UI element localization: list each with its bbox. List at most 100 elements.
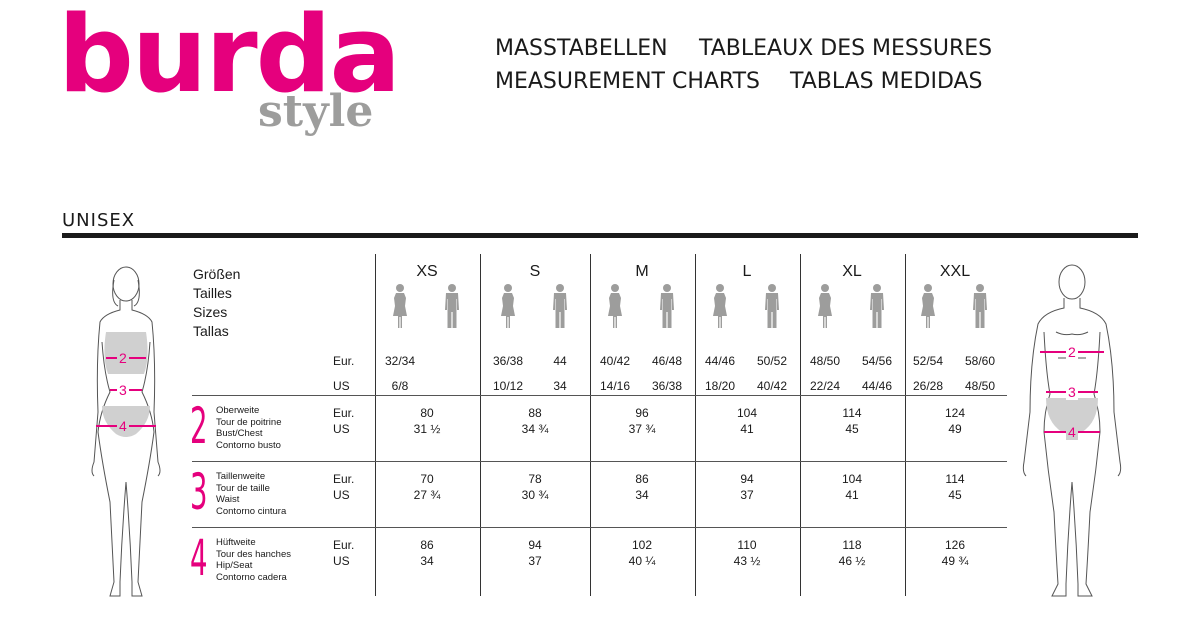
- measurement-eur-value: 94: [528, 538, 542, 552]
- figure-mark-4: 4: [117, 418, 129, 434]
- woman-body-figure: [91, 266, 161, 597]
- measurement-us-value: 30 ¾: [521, 488, 549, 502]
- measurement-us-value: 45: [948, 488, 962, 502]
- size-value-eur-men: 58/60: [964, 354, 996, 368]
- row-divider: [192, 395, 1007, 396]
- title-de: MASSTABELLEN: [495, 36, 668, 61]
- size-value-us-men: 48/50: [964, 379, 996, 393]
- row-divider: [192, 461, 1007, 462]
- measurement-us-value: 40 ¼: [628, 554, 656, 568]
- size-value-eur-men: 54/56: [861, 354, 893, 368]
- measurement-eur-value: 86: [420, 538, 434, 552]
- measurement-us-value: 41: [740, 422, 754, 436]
- measurement-us-value: 34 ¾: [521, 422, 549, 436]
- column-divider: [800, 254, 801, 596]
- measurement-eur-value: 80: [420, 406, 434, 420]
- measurement-us-value: 37: [740, 488, 754, 502]
- measurement-eur-value: 124: [944, 406, 966, 420]
- title-en: MEASUREMENT CHARTS: [495, 69, 760, 94]
- woman-figure-icon: [500, 284, 516, 333]
- measurement-eur-value: 86: [635, 472, 649, 486]
- measurement-number: 2: [190, 397, 208, 455]
- size-value-us-women: 6/8: [391, 379, 409, 393]
- size-header: XS: [416, 263, 438, 280]
- man-figure-icon: [552, 284, 568, 333]
- size-value-us-women: 22/24: [809, 379, 841, 393]
- logo-burda: burda: [58, 0, 401, 116]
- row-divider: [192, 527, 1007, 528]
- size-value-eur-women: 32/34: [384, 354, 416, 368]
- measurement-label: Taillenweite: [216, 471, 266, 482]
- unit-us: US: [333, 379, 350, 393]
- size-header: M: [635, 263, 649, 280]
- sizes-label-fr: Tailles: [193, 285, 232, 301]
- measurement-eur-value: 114: [842, 406, 862, 420]
- size-value-us-men: 34: [553, 379, 567, 393]
- size-value-us-men: 44/46: [861, 379, 893, 393]
- measurement-us-value: 37: [528, 554, 542, 568]
- size-value-eur-men: 50/52: [756, 354, 788, 368]
- logo-style: style: [258, 86, 374, 137]
- measurement-label: Bust/Chest: [216, 428, 263, 439]
- measurement-eur-value: 96: [635, 406, 649, 420]
- measurement-us-value: 27 ¾: [413, 488, 441, 502]
- size-value-eur-men: 46/48: [651, 354, 683, 368]
- size-value-us-women: 18/20: [704, 379, 736, 393]
- size-value-us-women: 14/16: [599, 379, 631, 393]
- size-value-eur-men: 44: [553, 354, 567, 368]
- size-value-eur-women: 52/54: [912, 354, 944, 368]
- size-value-eur-women: 44/46: [704, 354, 736, 368]
- size-value-us-men: 40/42: [756, 379, 788, 393]
- section-title: UNISEX: [62, 210, 136, 231]
- size-value-eur-women: 48/50: [809, 354, 841, 368]
- title-fr: TABLEAUX DES MESSURES: [699, 36, 993, 61]
- size-value-eur-women: 40/42: [599, 354, 631, 368]
- measurement-label: Contorno busto: [216, 439, 281, 451]
- measurement-eur-value: 102: [631, 538, 653, 552]
- size-header: S: [529, 263, 541, 280]
- size-header: XL: [842, 263, 862, 280]
- measurement-label: Waist: [216, 494, 240, 505]
- sizes-label-de: Größen: [193, 266, 241, 282]
- measurement-eur-value: 110: [737, 538, 757, 552]
- measurement-us-value: 41: [845, 488, 859, 502]
- measurement-eur-value: 126: [944, 538, 966, 552]
- title-es: TABLAS MEDIDAS: [790, 69, 983, 94]
- figure-mark-man-2: 2: [1066, 344, 1078, 360]
- man-figure-icon: [659, 284, 675, 333]
- measurement-us-value: 45: [845, 422, 859, 436]
- measurement-us-value: 43 ½: [733, 554, 761, 568]
- measurement-label: Tour de taille: [216, 482, 270, 494]
- measurement-label: Contorno cintura: [216, 505, 287, 517]
- sizes-label-es: Tallas: [193, 323, 229, 339]
- measurement-eur-value: 104: [736, 406, 758, 420]
- column-divider: [695, 254, 696, 596]
- size-value-us-women: 26/28: [912, 379, 944, 393]
- figure-mark-2: 2: [117, 350, 129, 366]
- measurement-eur-value: 88: [528, 406, 542, 420]
- measurement-us-value: 37 ¾: [628, 422, 656, 436]
- unit-us: US: [333, 422, 350, 436]
- woman-figure-icon: [392, 284, 408, 333]
- measurement-label: Tour des hanches: [216, 548, 291, 560]
- measurement-eur-value: 78: [528, 472, 542, 486]
- man-figure-icon: [444, 284, 460, 333]
- woman-figure-icon: [817, 284, 833, 333]
- measurement-eur-value: 118: [842, 538, 862, 552]
- measurement-eur-value: 114: [945, 472, 965, 486]
- measurement-label: Tour de poitrine: [216, 416, 282, 428]
- measurement-eur-value: 70: [420, 472, 434, 486]
- size-header: L: [742, 263, 752, 280]
- man-figure-icon: [869, 284, 885, 333]
- woman-figure-icon: [920, 284, 936, 333]
- figure-mark-3: 3: [117, 382, 129, 398]
- measurement-number: 4: [190, 529, 208, 587]
- unit-eur: Eur.: [333, 354, 355, 368]
- measurement-eur-value: 94: [740, 472, 754, 486]
- column-divider: [480, 254, 481, 596]
- man-figure-icon: [972, 284, 988, 333]
- column-divider: [375, 254, 376, 596]
- measurement-number: 3: [190, 463, 208, 521]
- size-value-eur-women: 36/38: [492, 354, 524, 368]
- measurement-label: Hip/Seat: [216, 560, 253, 571]
